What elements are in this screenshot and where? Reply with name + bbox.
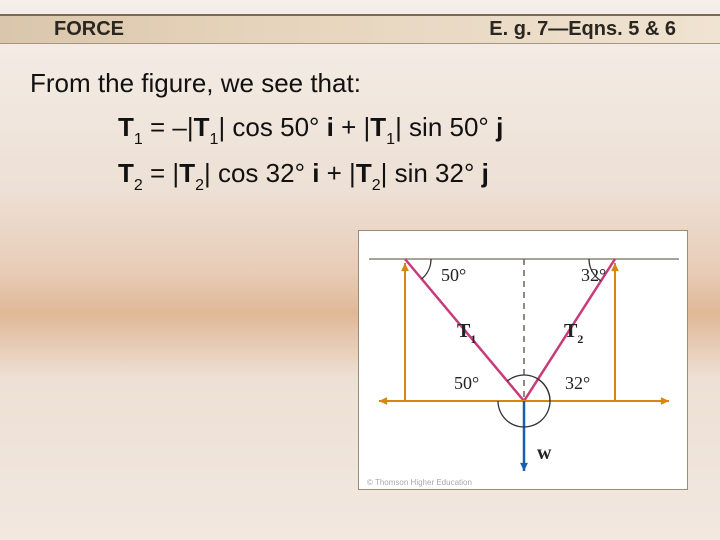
svg-text:© Thomson Higher Education: © Thomson Higher Education (367, 478, 472, 487)
svg-text:T1: T1 (457, 320, 476, 346)
svg-text:32°: 32° (581, 265, 606, 285)
eq1-sub3: 1 (386, 131, 395, 148)
eq1-plus: + | (334, 112, 370, 142)
eq1-sub2: 1 (210, 131, 219, 148)
eq1-i: i (327, 112, 334, 142)
diagram-svg: 50° 32° T1 T2 50° 32° w © Thomson Higher Educat… (359, 231, 689, 491)
svg-text:50°: 50° (441, 265, 466, 285)
intro-text: From the figure, we see that: (30, 68, 361, 99)
eq1-sub: 1 (134, 131, 143, 148)
eq2-T3: T (356, 158, 372, 188)
eq2-j: j (482, 158, 489, 188)
eq1-p1: = –| (143, 112, 194, 142)
eq2-sub2: 2 (195, 177, 204, 194)
header-title-left: FORCE (54, 18, 124, 41)
eq1-T3: T (370, 112, 386, 142)
equation-1: T1 = –|T1| cos 50° i + |T1| sin 50° j (118, 112, 503, 147)
eq1-sin: | sin 50° (395, 112, 496, 142)
equation-2: T2 = |T2| cos 32° i + |T2| sin 32° j (118, 158, 489, 193)
eq1-j: j (496, 112, 503, 142)
svg-text:32°: 32° (565, 373, 590, 393)
force-diagram: 50° 32° T1 T2 50° 32° w © Thomson Higher Educat… (358, 230, 688, 490)
svg-text:50°: 50° (454, 373, 479, 393)
header-title-right: E. g. 7—Eqns. 5 & 6 (489, 18, 676, 41)
eq2-p1: = | (143, 158, 179, 188)
svg-text:w: w (537, 442, 552, 464)
eq2-plus: + | (319, 158, 355, 188)
eq1-T: T (118, 112, 134, 142)
eq2-sub: 2 (134, 177, 143, 194)
svg-text:T2: T2 (564, 320, 583, 346)
eq1-T2: T (194, 112, 210, 142)
eq2-sin: | sin 32° (381, 158, 482, 188)
eq2-T: T (118, 158, 134, 188)
eq2-T2: T (179, 158, 195, 188)
eq2-sub3: 2 (372, 177, 381, 194)
eq1-cos: | cos 50° (218, 112, 326, 142)
eq2-cos: | cos 32° (204, 158, 312, 188)
header-bar: FORCE E. g. 7—Eqns. 5 & 6 (0, 14, 720, 44)
